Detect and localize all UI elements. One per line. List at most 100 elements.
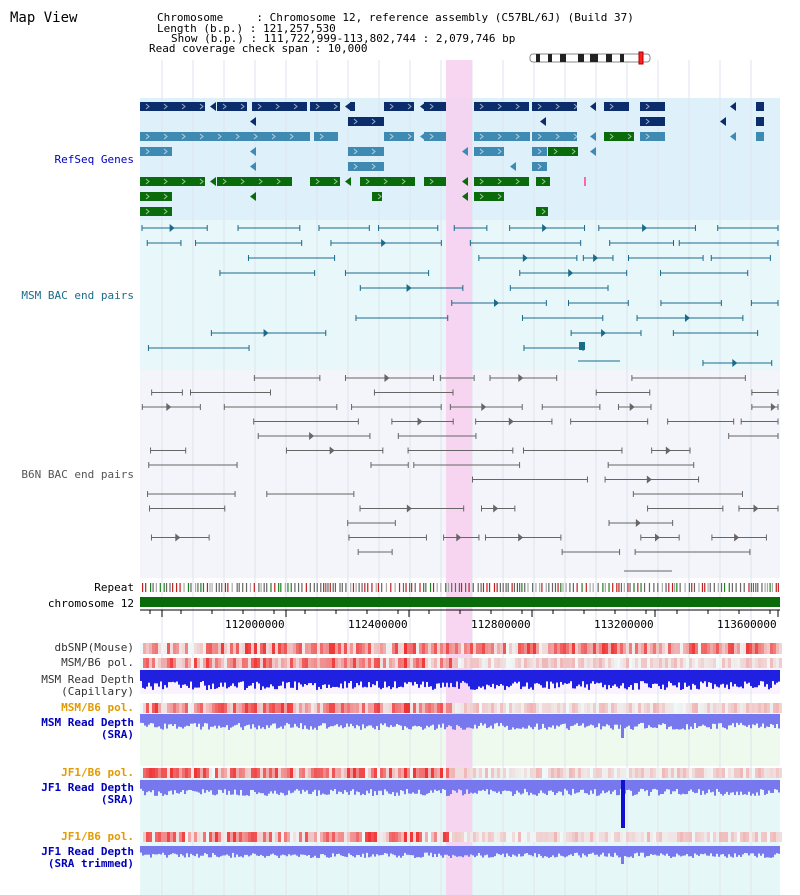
- msm-capillary-depth-bar: [270, 670, 272, 685]
- repeat-mark: [278, 583, 280, 592]
- jf1-sra-depth-bar: [642, 780, 644, 789]
- msm-sra-depth-bar: [254, 714, 256, 728]
- jf1-trim-depth-bar: [192, 846, 194, 856]
- msm-capillary-depth-bar: [618, 670, 620, 689]
- msm-capillary-depth-bar: [492, 670, 494, 684]
- msm-b6-pol-2-heat-cell: [530, 703, 533, 713]
- jf1-trim-depth-bar: [264, 846, 266, 858]
- dbsnp-heat-cell: [167, 643, 170, 654]
- jf1-sra-depth-bar: [446, 780, 448, 796]
- jf1-sra-depth-bar: [186, 780, 188, 791]
- msm-b6-pol-heat-cell: [530, 658, 533, 668]
- msm-b6-pol-heat-cell: [743, 658, 746, 668]
- jf1-b6-pol-2-heat-cell: [431, 832, 434, 842]
- repeat-mark: [511, 583, 513, 592]
- dbsnp-heat-cell: [779, 643, 782, 654]
- msm-sra-depth-bar: [388, 714, 390, 728]
- msm-sra-depth-bar: [750, 714, 752, 729]
- msm-b6-pol-heat-cell: [707, 658, 710, 668]
- dbsnp-heat-cell: [479, 643, 482, 654]
- chromosome-info: Chromosome : Chromosome 12, reference as…: [157, 11, 634, 24]
- gene-strand-mark: [537, 133, 542, 140]
- jf1-b6-pol-2-heat-cell: [446, 832, 449, 842]
- msm-b6-pol-2-heat-cell: [767, 703, 770, 713]
- jf1-sra-depth-bar: [610, 780, 612, 795]
- msm-b6-pol-heat-cell: [446, 658, 449, 668]
- msm-capillary-depth-bar: [640, 670, 642, 682]
- msm-capillary-depth-bar: [316, 670, 318, 690]
- jf1-b6-pol-2-heat-cell: [311, 832, 314, 842]
- msm-sra-depth-bar: [260, 714, 262, 729]
- jf1-b6-pol-2-heat-cell: [320, 832, 323, 842]
- jf1-trim-depth-bar: [312, 846, 314, 858]
- jf1-b6-pol-2-heat-cell: [470, 832, 473, 842]
- msm-capillary-depth-bar: [374, 670, 376, 686]
- jf1-b6-pol-heat-cell: [257, 768, 260, 778]
- repeat-mark: [637, 583, 639, 592]
- jf1-b6-pol-2-heat-cell: [638, 832, 641, 842]
- msm-sra-depth-bar: [736, 714, 738, 723]
- gene-arrow: [345, 102, 351, 111]
- msm-sra-depth-bar: [152, 714, 154, 724]
- msm-capillary-depth-bar: [424, 670, 426, 688]
- msm-b6-pol-heat-cell: [566, 658, 569, 668]
- jf1-b6-pol-heat-cell: [491, 768, 494, 778]
- jf1-sra-depth-bar: [320, 780, 322, 795]
- repeat-mark: [643, 583, 646, 592]
- msm-b6-pol-2-heat-cell: [500, 703, 503, 713]
- gene-bar: [372, 192, 382, 201]
- dbsnp-heat-cell: [308, 643, 311, 654]
- jf1-sra-depth-bar: [772, 780, 774, 793]
- jf1-b6-pol-heat-cell: [776, 768, 779, 778]
- jf1-trim-depth-bar: [364, 846, 366, 858]
- jf1-sra-depth-bar: [512, 780, 514, 796]
- msm-capillary-depth-bar: [758, 670, 760, 686]
- jf1-sra-depth-bar: [486, 780, 488, 790]
- axis-tick-label: 112400000: [348, 618, 408, 631]
- jf1-b6-pol-heat-cell: [170, 768, 173, 778]
- msm-sra-depth-bar: [712, 714, 714, 724]
- jf1-trim-depth-bar: [716, 846, 718, 854]
- dbsnp-heat-cell: [161, 643, 164, 654]
- msm-sra-depth-bar: [586, 714, 588, 727]
- msm-b6-pol-2-heat-cell: [257, 703, 260, 713]
- msm-b6-pol-heat-cell: [206, 658, 209, 668]
- msm-b6-pol-2-heat-cell: [194, 703, 197, 713]
- jf1-sra-depth-bar: [402, 780, 404, 791]
- jf1-b6-pol-heat-cell: [743, 768, 746, 778]
- repeat-mark: [236, 583, 238, 592]
- jf1-b6-pol-heat-cell: [716, 768, 719, 778]
- msm-sra-depth-bar: [282, 714, 284, 729]
- msm-capillary-depth-bar: [622, 670, 624, 684]
- msm-b6-pol-2-heat-cell: [266, 703, 269, 713]
- msm-b6-pol-heat-cell: [152, 658, 155, 668]
- gene-bar: [140, 132, 310, 141]
- gene-strand-mark: [258, 178, 263, 185]
- jf1-sra-depth-bar: [182, 780, 184, 791]
- jf1-b6-pol-2-heat-cell: [692, 832, 695, 842]
- jf1-b6-pol-2-heat-cell: [713, 832, 716, 842]
- msm-b6-pol-2-heat-cell: [260, 703, 263, 713]
- repeat-mark: [771, 583, 774, 592]
- jf1-b6-pol-2-heat-cell: [344, 832, 347, 842]
- msm-capillary-depth-bar: [700, 670, 702, 682]
- jf1-sra-depth-bar: [626, 780, 628, 790]
- jf1-b6-pol-2-heat-cell: [518, 832, 521, 842]
- msm-sra-depth-bar: [330, 714, 332, 727]
- jf1-b6-pol-heat-cell: [419, 768, 422, 778]
- msm-sra-depth-bar: [400, 714, 402, 726]
- msm-b6-pol-heat-cell: [593, 658, 596, 668]
- dbsnp-heat-cell: [194, 643, 197, 654]
- jf1-b6-pol-heat-cell: [761, 768, 764, 778]
- msm-sra-depth-bar: [420, 714, 422, 727]
- msm-b6-pol-2-heat-cell: [413, 703, 416, 713]
- msm-b6-pol-heat-cell: [413, 658, 416, 668]
- msm-b6-pol-2-heat-cell: [206, 703, 209, 713]
- jf1-b6-pol-heat-cell: [533, 768, 536, 778]
- msm-capillary-depth-bar: [390, 670, 392, 690]
- msm-sra-depth-bar: [148, 714, 150, 725]
- jf1-trim-depth-bar: [438, 846, 440, 854]
- msm-b6-pol-label-2: MSM/B6 pol.: [61, 701, 134, 714]
- repeat-mark: [142, 583, 144, 592]
